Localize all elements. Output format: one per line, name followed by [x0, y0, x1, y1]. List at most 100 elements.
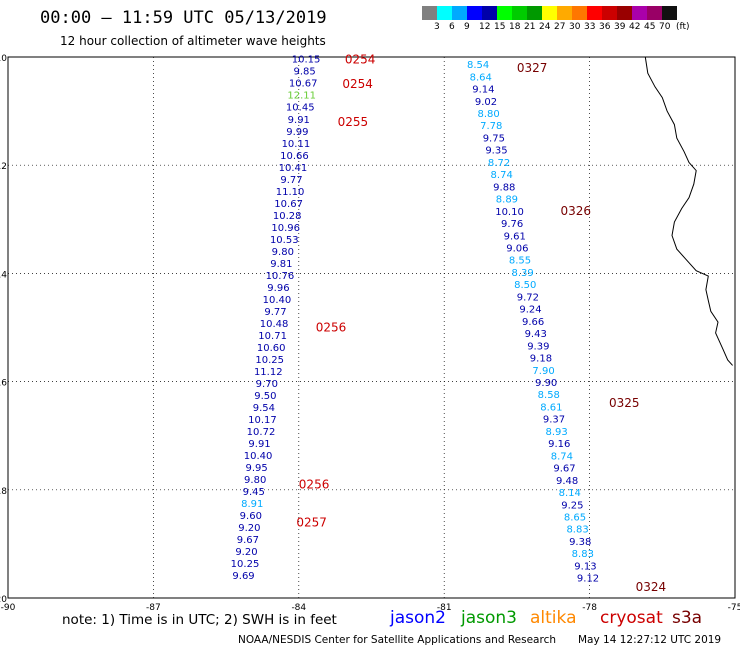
page-subtitle: 12 hour collection of altimeter wave hei… [60, 34, 326, 48]
pass-time-label: 0254 [345, 53, 376, 67]
wave-height-value: 9.37 [543, 415, 565, 426]
wave-height-value: 9.75 [483, 133, 505, 144]
color-scale: 3 6 9 12 15 18 21 24 27 30 33 36 39 42 45 70 (ft) [422, 6, 740, 34]
x-tick-label: -81 [437, 603, 452, 613]
wave-height-value: 12.11 [287, 91, 316, 102]
wave-height-value: 9.81 [270, 259, 292, 270]
wave-height-value: 9.18 [530, 354, 552, 365]
wave-height-value: 10.71 [258, 331, 287, 342]
legend-item-jason2: jason2 [390, 608, 446, 628]
color-scale-label: 21 [524, 22, 536, 32]
wave-height-value: 8.91 [241, 499, 263, 510]
wave-height-value: 9.77 [264, 307, 286, 318]
pass-time-label: 0254 [342, 77, 373, 91]
legend-item-altika: altika [530, 608, 577, 628]
color-scale-label: 12 [479, 22, 491, 32]
x-tick-label: -90 [1, 603, 16, 613]
wave-height-value: 10.60 [257, 343, 286, 354]
wave-height-value: 8.39 [511, 268, 533, 279]
pass-time-label: 0326 [561, 204, 592, 218]
color-scale-swatch [587, 6, 602, 20]
wave-height-value: 10.10 [495, 207, 524, 218]
coastline [644, 56, 733, 366]
wave-height-value: 9.99 [286, 127, 308, 138]
color-scale-swatch [542, 6, 557, 20]
wave-height-value: 9.48 [556, 476, 578, 487]
wave-height-value: 10.67 [274, 199, 303, 210]
color-scale-label: 30 [569, 22, 581, 32]
wave-height-value: 10.25 [231, 559, 260, 570]
wave-height-value: 8.65 [564, 512, 586, 523]
wave-height-value: 8.80 [477, 109, 499, 120]
color-scale-unit: (ft) [676, 22, 690, 32]
wave-height-value: 9.77 [280, 175, 302, 186]
wave-height-value: 9.61 [504, 231, 526, 242]
pass-time-label: 0257 [296, 515, 327, 529]
wave-height-value: 8.93 [546, 427, 568, 438]
color-scale-label: 70 [659, 22, 671, 32]
x-tick-label: -84 [291, 603, 306, 613]
wave-height-value: 11.12 [254, 367, 283, 378]
color-scale-label: 27 [554, 22, 566, 32]
wave-height-value: 9.20 [238, 523, 260, 534]
color-scale-label: 36 [599, 22, 611, 32]
wave-height-value: 9.25 [561, 500, 583, 511]
wave-height-value: 9.60 [240, 511, 262, 522]
wave-height-value: 9.35 [485, 146, 507, 157]
wave-height-value: 8.55 [509, 256, 531, 267]
legend-item-jason3: jason3 [461, 608, 517, 628]
wave-height-value: 9.50 [254, 391, 276, 402]
wave-height-value: 10.28 [273, 211, 302, 222]
wave-height-value: 10.15 [292, 55, 321, 66]
y-tick-label: 10 [0, 54, 7, 64]
color-scale-swatch [437, 6, 452, 20]
wave-height-value: 9.67 [237, 535, 259, 546]
y-tick-label: 14 [0, 270, 7, 280]
wave-height-value: 10.40 [244, 451, 273, 462]
wave-height-value: 9.66 [522, 317, 544, 328]
y-tick-label: 16 [0, 379, 7, 389]
wave-height-value: 9.54 [253, 403, 275, 414]
legend-item-s3a: s3a [672, 608, 703, 628]
color-scale-label: 39 [614, 22, 626, 32]
pass-time-label: 0325 [609, 396, 640, 410]
wave-height-value: 8.58 [538, 390, 560, 401]
footer-note: note: 1) Time is in UTC; 2) SWH is in fe… [62, 612, 337, 628]
wave-height-value: 9.16 [548, 439, 570, 450]
color-scale-swatch [527, 6, 542, 20]
wave-height-value: 9.76 [501, 219, 523, 230]
wave-height-value: 10.25 [255, 355, 284, 366]
wave-height-value: 9.45 [243, 487, 265, 498]
wave-height-value: 9.13 [574, 561, 596, 572]
wave-height-value: 9.80 [272, 247, 294, 258]
wave-height-value: 9.70 [256, 379, 278, 390]
color-scale-swatch [452, 6, 467, 20]
x-tick-label: -75 [728, 603, 740, 613]
wave-height-value: 10.41 [279, 163, 308, 174]
wave-height-value: 10.72 [247, 427, 276, 438]
wave-height-value: 8.64 [470, 72, 492, 83]
wave-height-value: 9.14 [472, 85, 494, 96]
wave-height-value: 9.20 [235, 547, 257, 558]
color-scale-label: 42 [629, 22, 641, 32]
color-scale-label: 9 [464, 22, 470, 32]
wave-height-value: 9.06 [506, 244, 528, 255]
pass-time-label: 0327 [517, 61, 548, 75]
color-scale-label: 18 [509, 22, 521, 32]
wave-height-value: 8.83 [566, 525, 588, 536]
wave-height-value: 9.38 [569, 537, 591, 548]
wave-height-value: 10.76 [266, 271, 295, 282]
color-scale-swatch [497, 6, 512, 20]
wave-height-value: 9.91 [288, 115, 310, 126]
color-scale-label: 24 [539, 22, 551, 32]
color-scale-swatch [512, 6, 527, 20]
wave-height-value: 8.83 [572, 549, 594, 560]
wave-height-value: 10.11 [282, 139, 311, 150]
wave-height-value: 9.12 [577, 574, 599, 585]
wave-height-value: 10.48 [260, 319, 289, 330]
wave-height-value: 9.43 [525, 329, 547, 340]
y-tick-label: 18 [0, 487, 7, 497]
wave-height-value: 9.39 [527, 341, 549, 352]
x-tick-label: -87 [146, 603, 161, 613]
